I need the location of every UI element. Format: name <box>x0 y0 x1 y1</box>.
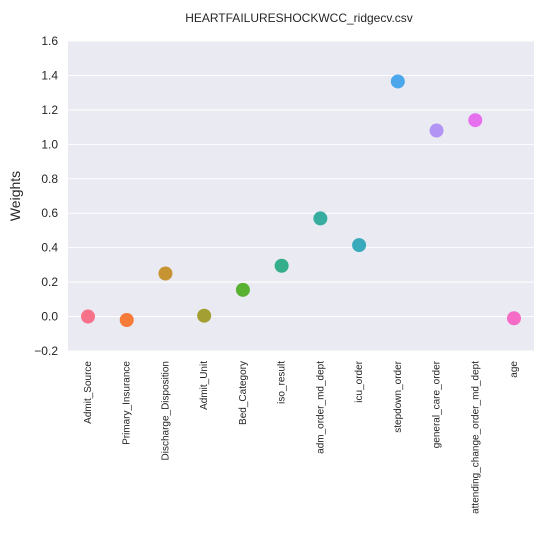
data-point <box>390 74 405 89</box>
x-tick-label: attending_change_order_md_dept <box>470 361 481 514</box>
data-point <box>158 266 173 281</box>
y-tick-label: 1.4 <box>41 68 58 82</box>
x-tick-label: icu_order <box>354 360 365 402</box>
data-point <box>119 313 134 327</box>
y-tick-label: 1.2 <box>41 103 58 117</box>
x-tick-label: adm_order_md_dept <box>315 361 326 454</box>
y-tick-label: 0.8 <box>41 172 58 186</box>
x-tick-label: stepdown_order <box>393 360 404 432</box>
data-point <box>313 211 328 226</box>
y-axis-label: Weights <box>7 171 23 221</box>
y-tick-label: 0.4 <box>41 241 58 255</box>
data-point <box>274 258 289 273</box>
chart-title: HEARTFAILURESHOCKWCC_ridgecv.csv <box>185 11 413 25</box>
data-points <box>81 74 521 327</box>
y-tick-label: −0.2 <box>34 344 58 358</box>
data-point <box>81 309 95 324</box>
y-tick-label: 1.6 <box>41 34 58 48</box>
gridlines <box>68 40 534 352</box>
x-tick-label: Primary_Insurance <box>122 361 133 445</box>
y-tick-label: 0.2 <box>41 275 58 289</box>
y-axis-ticks: −0.2 0.0 0.2 0.4 0.6 0.8 1.0 1.2 1.4 1.6 <box>34 34 58 358</box>
y-tick-label: 0.0 <box>41 310 58 324</box>
x-tick-label: iso_result <box>277 361 288 404</box>
data-point <box>352 238 367 253</box>
x-tick-label: Discharge_Disposition <box>160 361 171 461</box>
x-axis-ticks: Admit_Source Primary_Insurance Discharge_D… <box>83 360 520 514</box>
y-tick-label: 0.6 <box>41 206 58 220</box>
x-tick-label: Admit_Source <box>83 361 94 424</box>
x-tick-label: age <box>509 361 520 378</box>
x-tick-label: general_care_order <box>432 360 443 448</box>
x-tick-label: Bed_Category <box>238 361 249 425</box>
y-tick-label: 1.0 <box>41 137 58 151</box>
data-point <box>507 311 521 326</box>
plot-area <box>68 41 534 351</box>
data-point <box>468 113 483 128</box>
data-point <box>429 123 444 138</box>
data-point <box>197 308 212 323</box>
x-tick-label: Admit_Unit <box>199 361 210 410</box>
data-point <box>235 282 250 297</box>
